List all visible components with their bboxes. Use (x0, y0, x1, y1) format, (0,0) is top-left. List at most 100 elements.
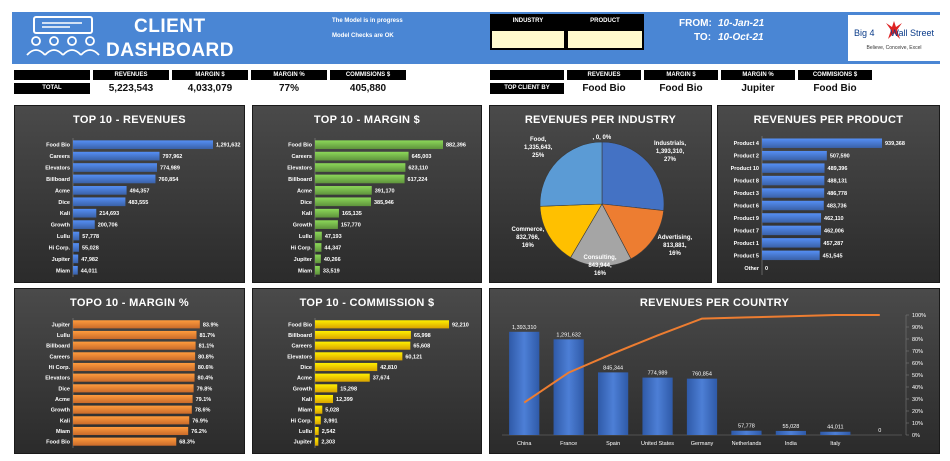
data-label: 385,946 (374, 200, 394, 206)
bar (762, 238, 821, 248)
data-label: 483,736 (827, 204, 847, 210)
page-title-line1: CLIENT (134, 16, 206, 37)
totals-header-commisions: COMMISIONS $ (330, 70, 406, 80)
bar (73, 330, 197, 340)
pie-slice (539, 203, 603, 258)
data-label: 37,674 (373, 376, 391, 382)
bar (731, 430, 762, 435)
data-label: 65,608 (413, 344, 430, 350)
y2-tick-label: 40% (912, 385, 923, 391)
y2-tick-label: 60% (912, 361, 923, 367)
data-label: 57,778 (82, 234, 99, 240)
data-label: 462,110 (824, 216, 844, 222)
category-label: Billboard (288, 177, 312, 183)
bar (315, 151, 409, 161)
data-label: 76.2% (191, 429, 207, 435)
bar (762, 225, 822, 236)
bar (762, 250, 820, 261)
data-label: 617,224 (408, 177, 429, 183)
totals-margin-value: 4,033,079 (187, 83, 233, 94)
category-label: Elevators (45, 166, 70, 172)
data-label: 507,590 (830, 154, 850, 160)
product-filter-input[interactable] (568, 31, 642, 48)
category-label: Careers (292, 154, 313, 160)
brand-tagline: Believe, Conceive, Excel (866, 45, 922, 51)
from-date-value[interactable]: 10-Jan-21 (718, 18, 765, 29)
data-label: 78.6% (195, 408, 211, 414)
category-label: Product 8 (734, 179, 759, 185)
data-label: 40,266 (324, 257, 341, 263)
bar (315, 330, 411, 340)
chart-title: REVENUES PER INDUSTRY (524, 114, 677, 126)
bar (73, 394, 193, 404)
bar (73, 220, 95, 229)
bar (315, 163, 406, 172)
eagle-icon (886, 21, 902, 39)
bar (73, 341, 196, 350)
bar (315, 394, 334, 404)
to-date-label: TO: (694, 32, 712, 43)
category-label: Netherlands (732, 441, 762, 447)
category-label: Lullu (57, 234, 70, 240)
category-label: Food Bio (288, 322, 312, 328)
top-client-table: REVENUES MARGIN $ MARGIN % COMMISIONS $ … (490, 70, 940, 96)
data-label: 44,347 (324, 245, 341, 251)
data-label: 774,989 (160, 166, 180, 172)
category-label: Product 7 (734, 228, 759, 234)
category-label: Product 10 (731, 166, 759, 172)
product-filter-label: PRODUCT (590, 18, 620, 24)
data-label: 80.6% (198, 365, 214, 371)
data-label: 1,291,632 (216, 143, 240, 149)
category-label: Italy (830, 441, 840, 447)
chart-revenues-per-product-svg: Product 4 939,368 Product 2 507,590 Product … (731, 136, 905, 275)
category-label: Dice (58, 200, 70, 206)
data-label: 623,110 (408, 166, 428, 172)
data-label: 57,778 (738, 424, 755, 430)
category-label: Kali (60, 418, 71, 424)
data-label: 760,854 (158, 177, 179, 183)
bar (315, 384, 338, 393)
data-label: 797,962 (162, 154, 182, 160)
data-label: 489,396 (828, 166, 848, 172)
data-label: 55,028 (782, 424, 799, 430)
category-label: Food Bio (46, 440, 70, 446)
bar (315, 373, 370, 382)
industry-filter-input[interactable] (492, 31, 564, 48)
category-label: Acme (55, 397, 70, 403)
bar (642, 377, 673, 435)
data-label: 76.9% (192, 418, 208, 424)
data-label: 939,368 (885, 141, 905, 147)
to-date-value[interactable]: 10-Oct-21 (718, 32, 764, 43)
bar (73, 208, 97, 218)
data-label: 882,396 (446, 143, 466, 149)
industry-filter: INDUSTRY (490, 14, 566, 50)
top-client-commisions-value: Food Bio (813, 83, 857, 94)
bar (509, 331, 540, 435)
data-label: 12,399 (336, 397, 353, 403)
data-label: 2,303 (321, 440, 335, 446)
bar (686, 378, 718, 435)
data-label: 214,693 (99, 211, 119, 217)
category-label: Lullu (299, 429, 312, 435)
bar (762, 200, 824, 211)
bar (315, 437, 319, 446)
bar (73, 426, 189, 436)
data-label: 47,982 (81, 257, 98, 263)
bar (762, 138, 882, 148)
data-label: 83.9% (203, 322, 219, 328)
top-client-header-commisions: COMMISIONS $ (798, 70, 872, 80)
bar (73, 265, 78, 275)
bar (73, 405, 192, 414)
category-label: Jupiter (294, 440, 313, 446)
data-label: 1,393,310 (512, 325, 536, 331)
bar (73, 243, 79, 252)
bar (73, 174, 156, 184)
chart-top10-revenues: TOP 10 - REVENUES Food Bio 1,291,632 Caree… (14, 105, 245, 283)
category-label: Hi Corp. (291, 418, 313, 424)
category-label: Jupiter (52, 322, 71, 328)
category-label: Miam (56, 268, 70, 274)
category-label: Food Bio (46, 143, 70, 149)
bar (73, 320, 200, 329)
brand-name-left: Big 4 (854, 28, 875, 38)
bar (315, 341, 411, 350)
